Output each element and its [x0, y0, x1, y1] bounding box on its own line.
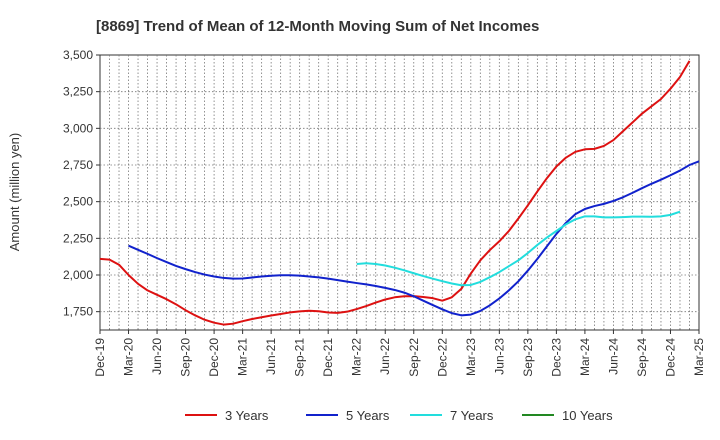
x-tick-label: Jun-20: [150, 338, 164, 375]
y-tick-label: 1,750: [63, 305, 93, 319]
y-tick-label: 3,500: [63, 48, 93, 62]
x-tick-label: Mar-24: [578, 338, 592, 376]
x-tick-label: Jun-24: [606, 338, 620, 375]
x-tick-label: Dec-21: [321, 338, 335, 377]
series-lines: [99, 60, 700, 326]
y-tick-label: 2,500: [63, 195, 93, 209]
chart-title: [8869] Trend of Mean of 12-Month Moving …: [96, 18, 539, 35]
series-line-5-years: [128, 160, 700, 317]
y-tick-label: 3,250: [63, 85, 93, 99]
x-tick-label: Dec-19: [93, 338, 107, 377]
x-tick-label: Jun-23: [492, 338, 506, 375]
y-tick-label: 2,750: [63, 158, 93, 172]
y-tick-label: 2,250: [63, 231, 93, 245]
x-tick-label: Sep-21: [293, 338, 307, 377]
x-axis: Dec-19 Mar-20 Jun-20 Sep-20 Dec-20 Mar-21 Jun-…: [93, 330, 706, 377]
x-tick-label: Sep-22: [407, 338, 421, 377]
y-tick-label: 3,000: [63, 121, 93, 135]
x-tick-label: Mar-25: [692, 338, 706, 376]
legend: 3 Years 5 Years 7 Years 10 Years: [185, 408, 613, 423]
y-axis-label: Amount (million yen): [7, 133, 22, 252]
y-axis: 1,750 2,000 2,250 2,500 2,750 3,000 3,250 3,500: [63, 48, 100, 319]
x-tick-label: Jun-22: [378, 338, 392, 375]
legend-label: 7 Years: [450, 408, 494, 423]
x-tick-label: Sep-24: [635, 338, 649, 377]
x-tick-label: Sep-20: [179, 338, 193, 377]
x-tick-label: Dec-23: [549, 338, 563, 377]
x-tick-label: Mar-23: [464, 338, 478, 376]
x-tick-label: Sep-23: [521, 338, 535, 377]
legend-label: 10 Years: [562, 408, 613, 423]
legend-label: 3 Years: [225, 408, 269, 423]
x-tick-label: Jun-21: [264, 338, 278, 375]
y-tick-label: 2,000: [63, 268, 93, 282]
grid: [100, 55, 699, 330]
x-tick-label: Dec-20: [207, 338, 221, 377]
x-tick-label: Mar-22: [350, 338, 364, 376]
x-tick-label: Dec-24: [663, 338, 677, 377]
x-tick-label: Dec-22: [435, 338, 449, 377]
series-line-7-years: [356, 210, 681, 287]
series-line-3-years: [99, 60, 691, 326]
plot-area: [99, 54, 700, 331]
legend-label: 5 Years: [346, 408, 390, 423]
x-tick-label: Mar-21: [236, 338, 250, 376]
x-tick-label: Mar-20: [122, 338, 136, 376]
